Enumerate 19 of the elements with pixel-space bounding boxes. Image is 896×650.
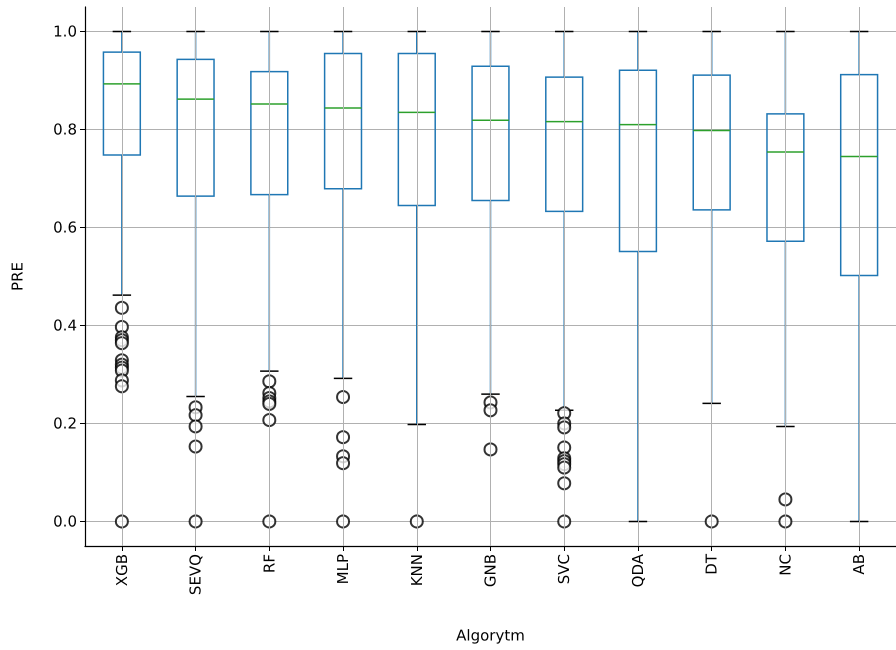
y-tick-label: 0.4 xyxy=(53,316,77,334)
x-tick-label: MLP xyxy=(334,554,352,584)
y-tick-label: 0.6 xyxy=(53,218,77,236)
y-tick-label: 0.8 xyxy=(53,120,77,138)
x-tick-label: QDA xyxy=(628,553,647,588)
x-tick-label: GNB xyxy=(482,554,500,588)
x-tick-label: AB xyxy=(850,554,868,575)
x-tick-label: XGB xyxy=(112,554,131,586)
y-tick-label: 0.2 xyxy=(53,414,77,432)
x-tick-label: SVC xyxy=(555,554,574,584)
x-tick-label: RF xyxy=(260,554,278,574)
y-tick-label: 0.0 xyxy=(53,512,77,530)
x-tick-label: NC xyxy=(776,554,794,576)
y-axis-title: PRE xyxy=(8,262,26,291)
x-tick-label: KNN xyxy=(408,554,426,586)
y-tick-label: 1.0 xyxy=(53,22,77,40)
x-tick-label: DT xyxy=(702,553,721,575)
x-axis-title: Algorytm xyxy=(456,626,525,644)
x-tick-label: SEVQ xyxy=(186,554,205,596)
